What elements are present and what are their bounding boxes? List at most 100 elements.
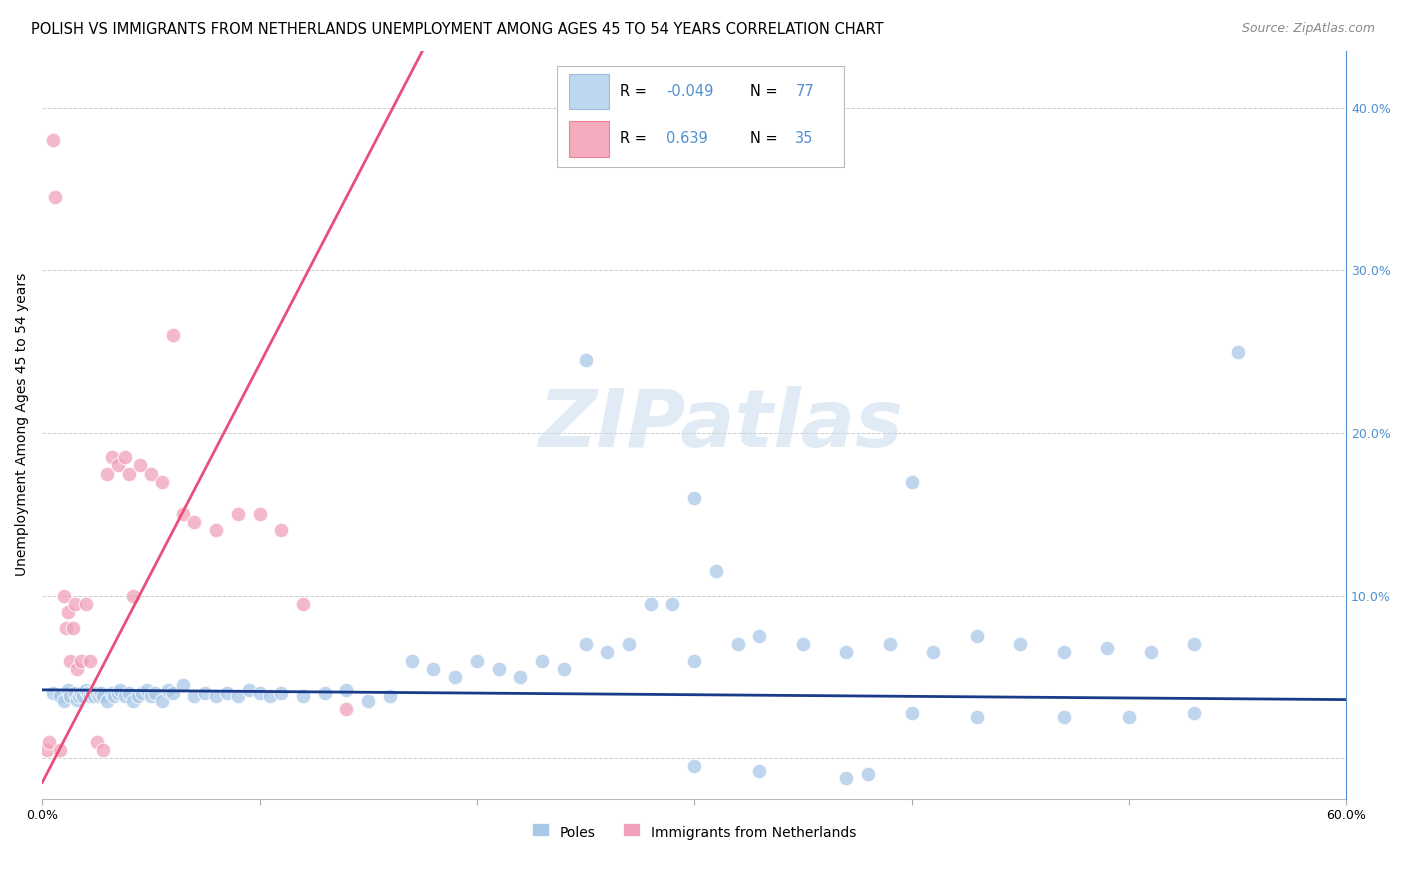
Point (792, 637, 814, 651)
Point (55, 621, 77, 635)
Point (100, 450, 122, 465)
Point (157, 682, 180, 697)
Point (91, 743, 114, 757)
Point (335, 682, 357, 697)
Point (139, 690, 162, 704)
Point (574, 637, 596, 651)
Point (42, 133, 65, 147)
Point (292, 597, 315, 611)
Point (48, 690, 70, 704)
Point (118, 467, 141, 481)
Text: ZIPatlas: ZIPatlas (538, 385, 903, 464)
Point (259, 690, 281, 704)
Point (292, 690, 315, 704)
Point (727, 637, 749, 651)
Point (59, 690, 82, 704)
Point (205, 524, 228, 538)
Point (143, 686, 166, 700)
Point (270, 524, 292, 538)
Point (378, 690, 401, 704)
Point (114, 690, 136, 704)
Point (107, 458, 129, 473)
Y-axis label: Unemployment Among Ages 45 to 54 years: Unemployment Among Ages 45 to 54 years (15, 273, 30, 576)
Point (640, 597, 662, 611)
Point (270, 686, 292, 700)
Point (86, 735, 108, 749)
Point (215, 686, 238, 700)
Point (226, 690, 249, 704)
Point (966, 629, 988, 643)
Point (66, 662, 89, 676)
Point (83, 690, 105, 704)
Point (488, 662, 510, 676)
Point (509, 670, 531, 684)
Point (107, 686, 129, 700)
Point (183, 690, 205, 704)
Point (96, 467, 118, 481)
Point (162, 328, 184, 343)
Point (62, 621, 84, 635)
Point (205, 690, 228, 704)
Point (194, 686, 217, 700)
Point (617, 637, 640, 651)
Point (1010, 637, 1032, 651)
Point (63, 597, 86, 611)
Point (249, 507, 271, 521)
Point (922, 645, 945, 659)
Point (683, 759, 706, 773)
Point (90, 686, 112, 700)
Point (110, 682, 132, 697)
Point (704, 564, 727, 578)
Point (76, 686, 98, 700)
Point (1182, 637, 1205, 651)
Point (127, 690, 149, 704)
Point (900, 475, 922, 489)
Point (103, 690, 125, 704)
Point (226, 507, 249, 521)
Text: POLISH VS IMMIGRANTS FROM NETHERLANDS UNEMPLOYMENT AMONG AGES 45 TO 54 YEARS COR: POLISH VS IMMIGRANTS FROM NETHERLANDS UN… (31, 22, 883, 37)
Point (183, 516, 205, 530)
Point (1053, 710, 1076, 724)
Point (150, 475, 173, 489)
Point (75, 682, 97, 697)
Point (238, 682, 260, 697)
Point (661, 597, 683, 611)
Point (52, 589, 75, 603)
Point (35, 743, 58, 757)
Point (249, 686, 271, 700)
Point (44, 190, 66, 204)
Point (835, 645, 858, 659)
Point (87, 690, 110, 704)
Point (465, 654, 488, 668)
Point (531, 654, 554, 668)
Point (856, 767, 879, 781)
Point (58, 605, 80, 619)
Point (86, 686, 108, 700)
Point (42, 686, 65, 700)
Point (1139, 645, 1161, 659)
Point (422, 662, 444, 676)
Point (314, 686, 336, 700)
Point (48, 743, 70, 757)
Point (131, 686, 153, 700)
Point (139, 467, 162, 481)
Point (66, 692, 89, 706)
Point (38, 735, 60, 749)
Point (596, 645, 619, 659)
Point (1053, 645, 1076, 659)
Point (96, 694, 118, 708)
Point (683, 654, 706, 668)
Point (129, 458, 152, 473)
Point (574, 352, 596, 367)
Point (335, 702, 357, 716)
Point (1118, 710, 1140, 724)
Point (150, 694, 173, 708)
Point (172, 507, 194, 521)
Point (59, 654, 82, 668)
Point (72, 690, 94, 704)
Legend: Poles, Immigrants from Netherlands: Poles, Immigrants from Netherlands (526, 821, 862, 846)
Point (966, 710, 988, 724)
Point (135, 682, 157, 697)
Point (1226, 344, 1249, 359)
Point (75, 597, 97, 611)
